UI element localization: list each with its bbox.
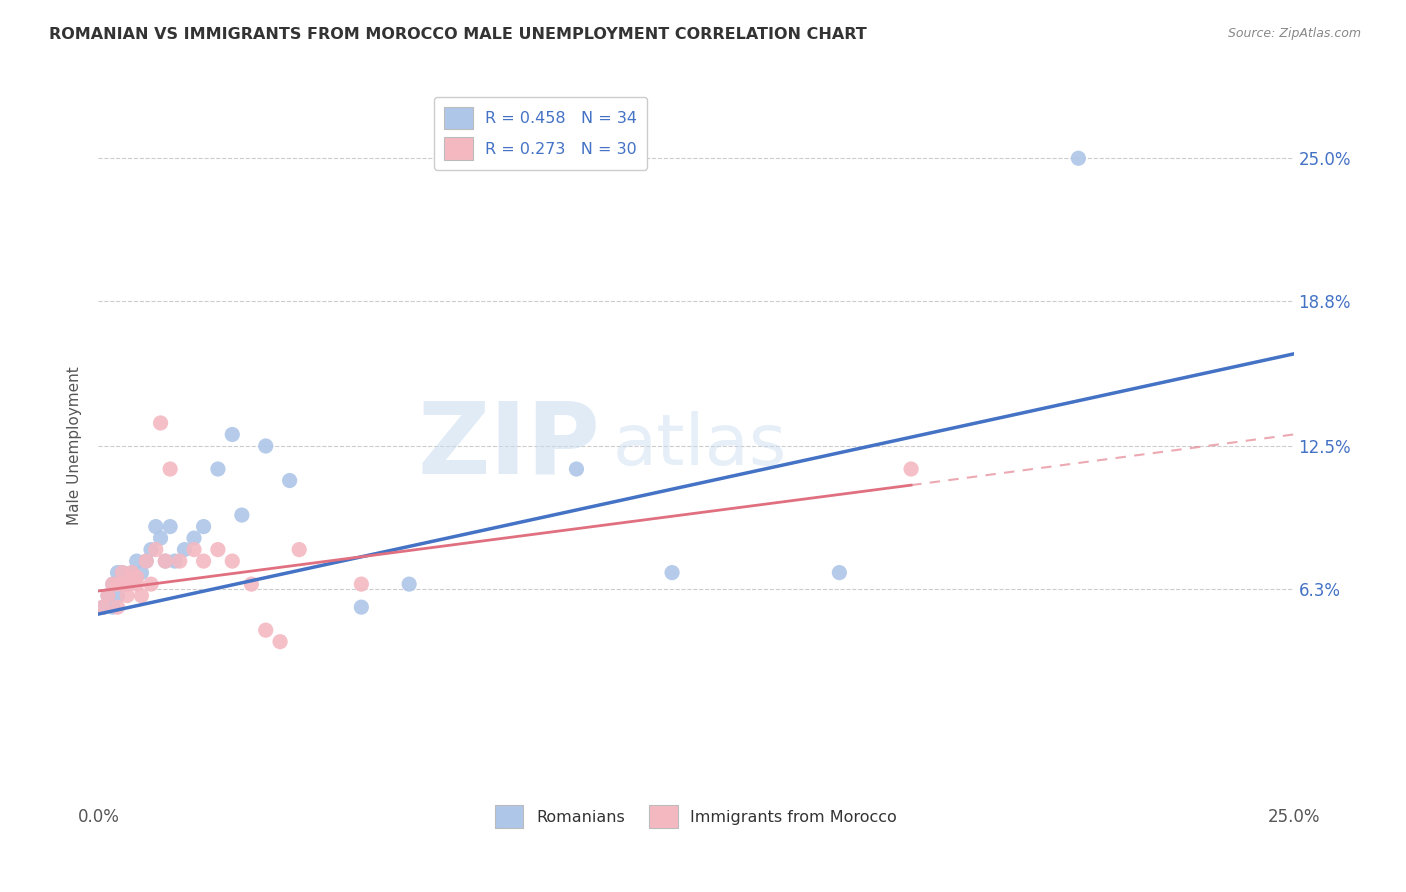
Point [97,589,120,603]
Point [135,554,157,568]
Legend: Romanians, Immigrants from Morocco: Romanians, Immigrants from Morocco [488,798,904,834]
Point [149,416,172,430]
Point [221,554,243,568]
Point [193,554,215,568]
Point [125,554,148,568]
Point [169,554,191,568]
Point [149,531,172,545]
Point [125,570,148,584]
Point [193,519,215,533]
Point [207,542,229,557]
Point [121,566,143,580]
Point [101,577,124,591]
Point [107,589,129,603]
Point [173,542,195,557]
Point [269,634,291,648]
Point [121,566,143,580]
Point [101,600,124,615]
Point [254,439,277,453]
Point [139,577,162,591]
Point [107,566,129,580]
Point [155,554,177,568]
Point [135,554,157,568]
Point [159,462,181,476]
Point [107,577,129,591]
Text: Source: ZipAtlas.com: Source: ZipAtlas.com [1227,27,1361,40]
Point [828,566,851,580]
Point [101,577,124,591]
Point [278,474,301,488]
Text: ROMANIAN VS IMMIGRANTS FROM MOROCCO MALE UNEMPLOYMENT CORRELATION CHART: ROMANIAN VS IMMIGRANTS FROM MOROCCO MALE… [49,27,868,42]
Point [288,542,311,557]
Point [121,570,143,584]
Point [565,462,588,476]
Y-axis label: Male Unemployment: Male Unemployment [67,367,83,525]
Point [254,623,277,637]
Point [350,577,373,591]
Point [159,519,181,533]
Point [111,566,134,580]
Point [97,589,120,603]
Point [131,566,153,580]
Point [183,531,205,545]
Point [221,427,243,442]
Point [115,577,138,591]
Point [398,577,420,591]
Point [111,566,134,580]
Point [240,577,263,591]
Point [139,542,162,557]
Point [163,554,186,568]
Point [107,600,129,615]
Point [155,554,177,568]
Point [145,542,167,557]
Point [111,577,134,591]
Point [111,577,134,591]
Text: atlas: atlas [613,411,787,481]
Point [661,566,683,580]
Text: ZIP: ZIP [418,398,600,494]
Point [115,577,138,591]
Point [183,542,205,557]
Point [91,600,114,615]
Point [91,600,114,615]
Point [125,577,148,591]
Point [350,600,373,615]
Point [131,589,153,603]
Point [207,462,229,476]
Point [1067,151,1090,165]
Point [900,462,922,476]
Point [145,519,167,533]
Point [231,508,253,522]
Point [115,589,138,603]
